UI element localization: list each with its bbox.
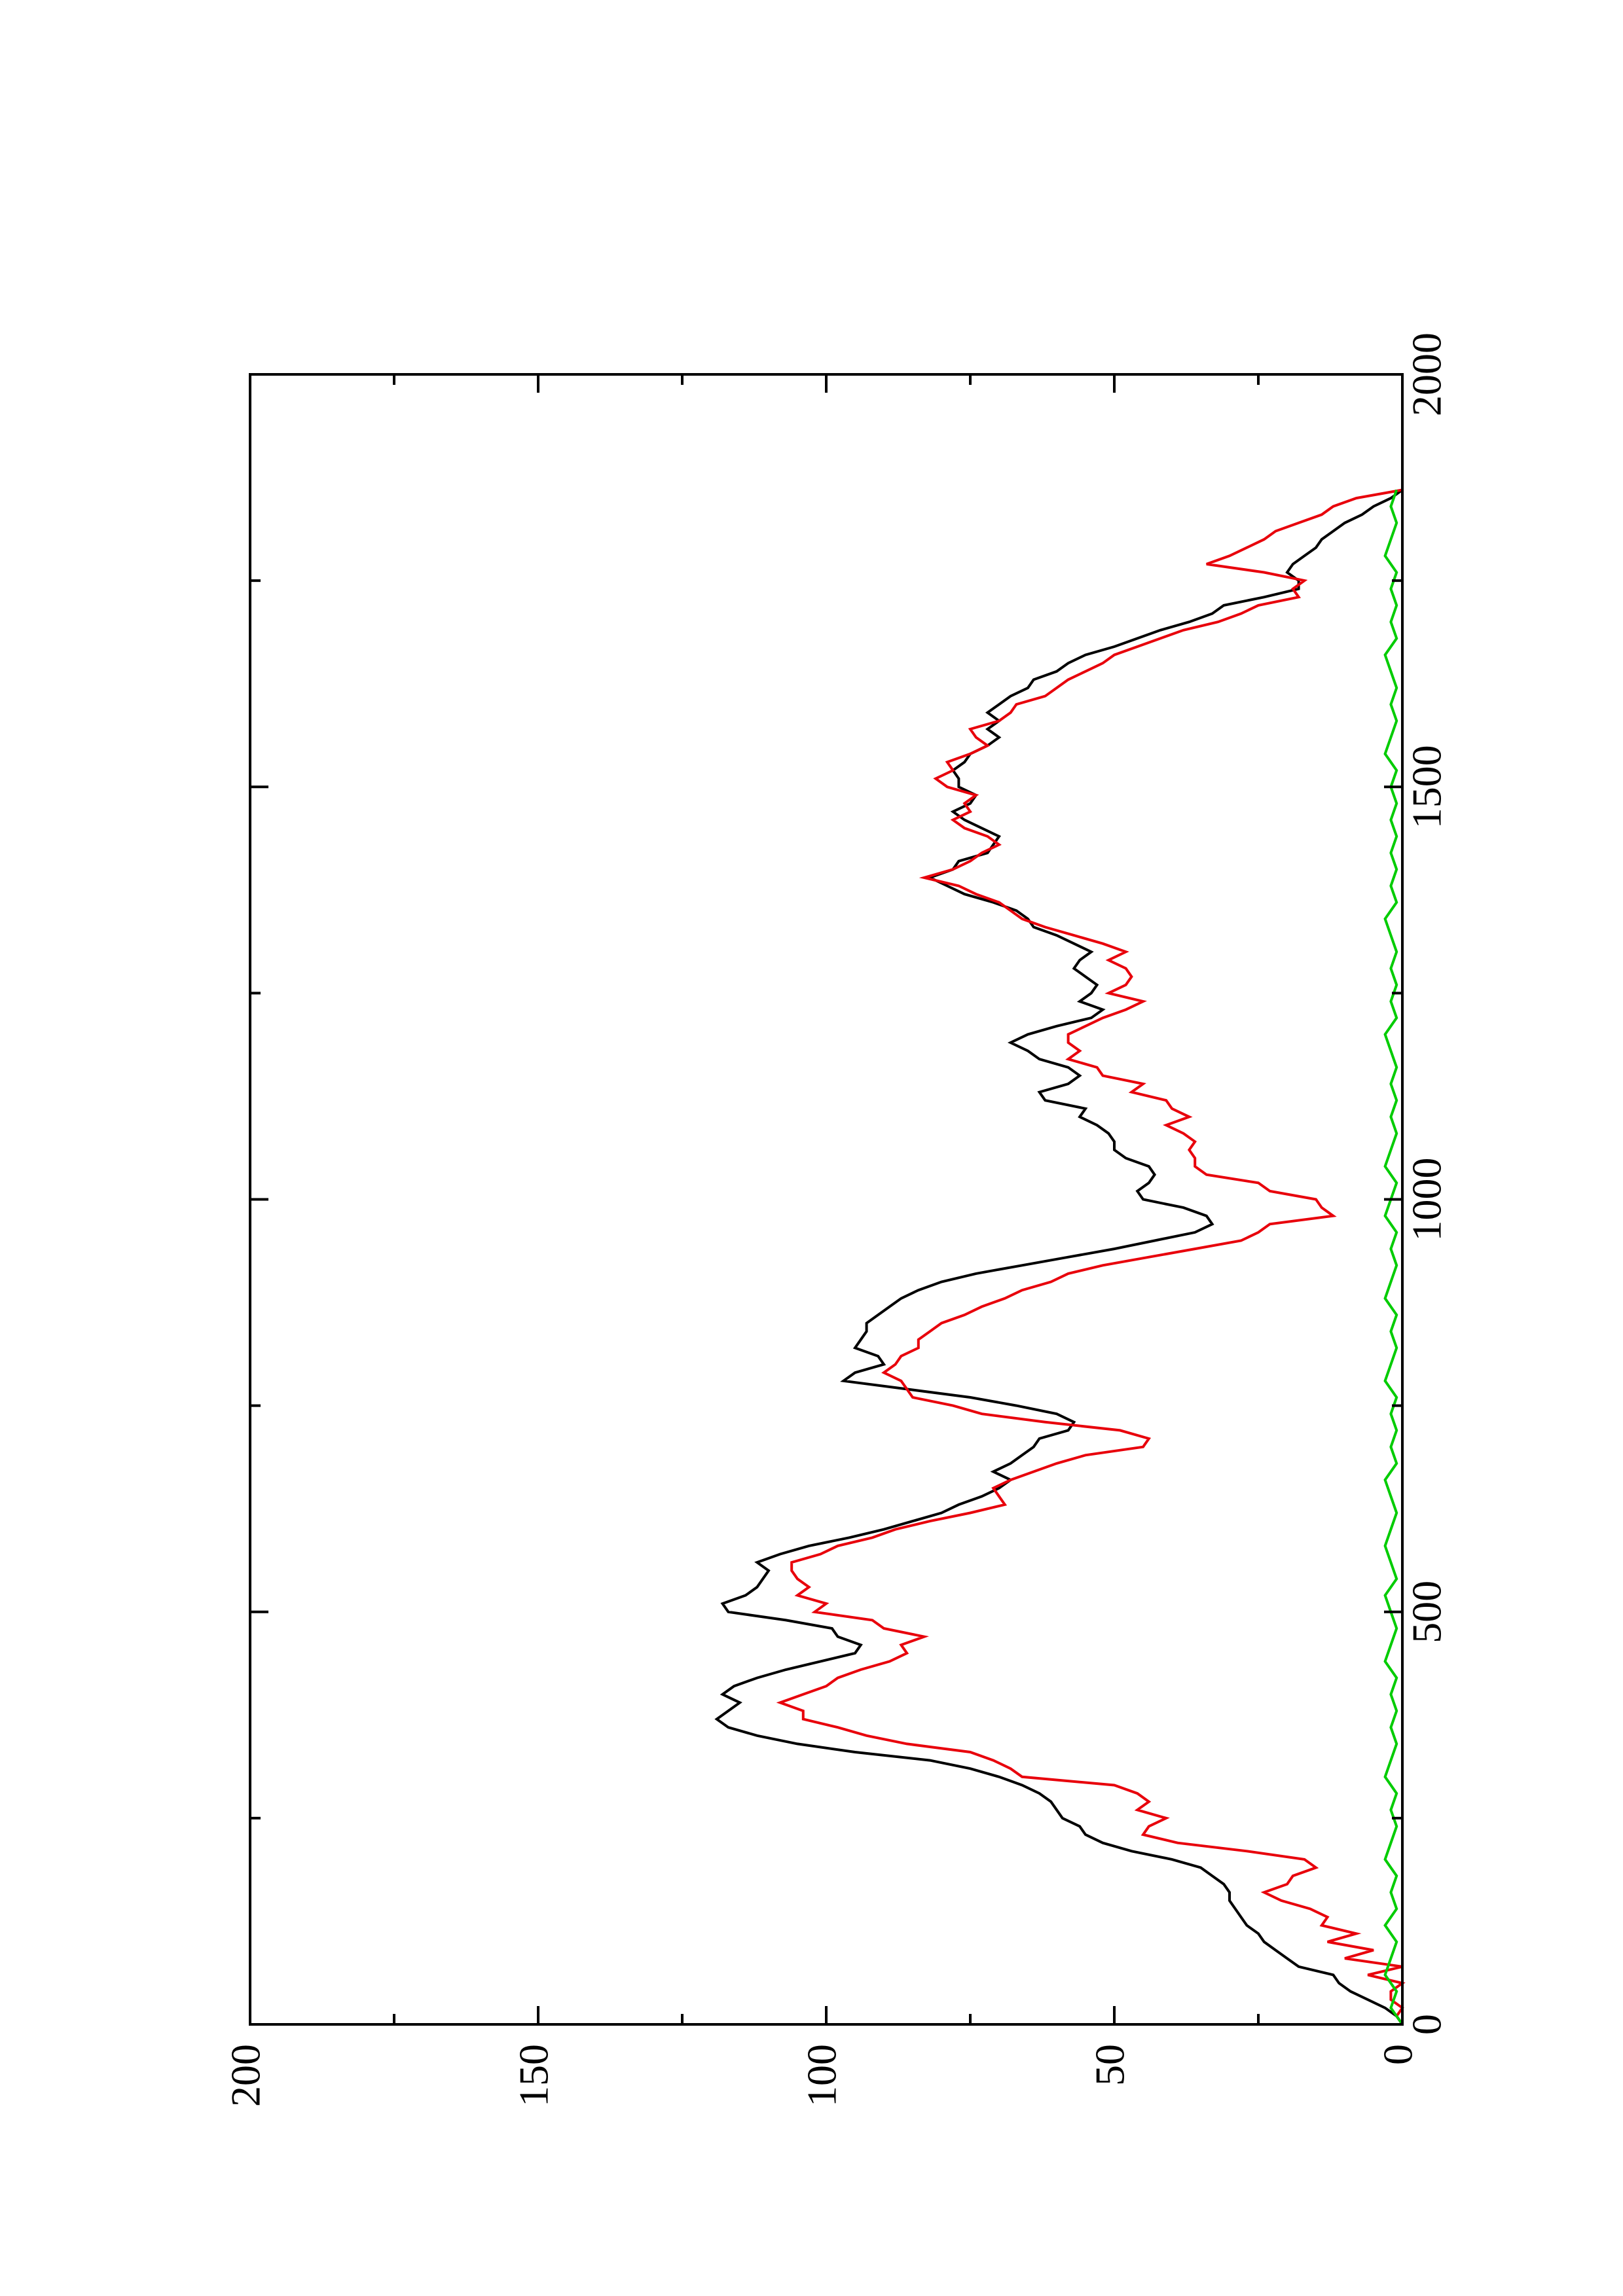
series-line-2	[776, 488, 1406, 2026]
x-tick-label: 500	[1404, 1581, 1450, 1643]
x-tick-label: 0	[1404, 2014, 1450, 2035]
y-tick-label: 200	[223, 2044, 269, 2107]
tick-layer: 0 500 1000 1500 2000 0 50 100 150 200	[223, 332, 1450, 2107]
y-tick-label: 150	[511, 2044, 557, 2107]
x-tick-label: 1500	[1404, 745, 1450, 829]
x-tick-label: 1000	[1404, 1158, 1450, 1242]
y-tick-label: 100	[799, 2044, 845, 2107]
x-tick-label: 2000	[1404, 332, 1450, 416]
y-tick-label: 50	[1087, 2044, 1133, 2086]
series-layer	[714, 488, 1406, 2026]
y-tick-label: 0	[1375, 2044, 1421, 2065]
series-line-3	[1383, 489, 1404, 2026]
